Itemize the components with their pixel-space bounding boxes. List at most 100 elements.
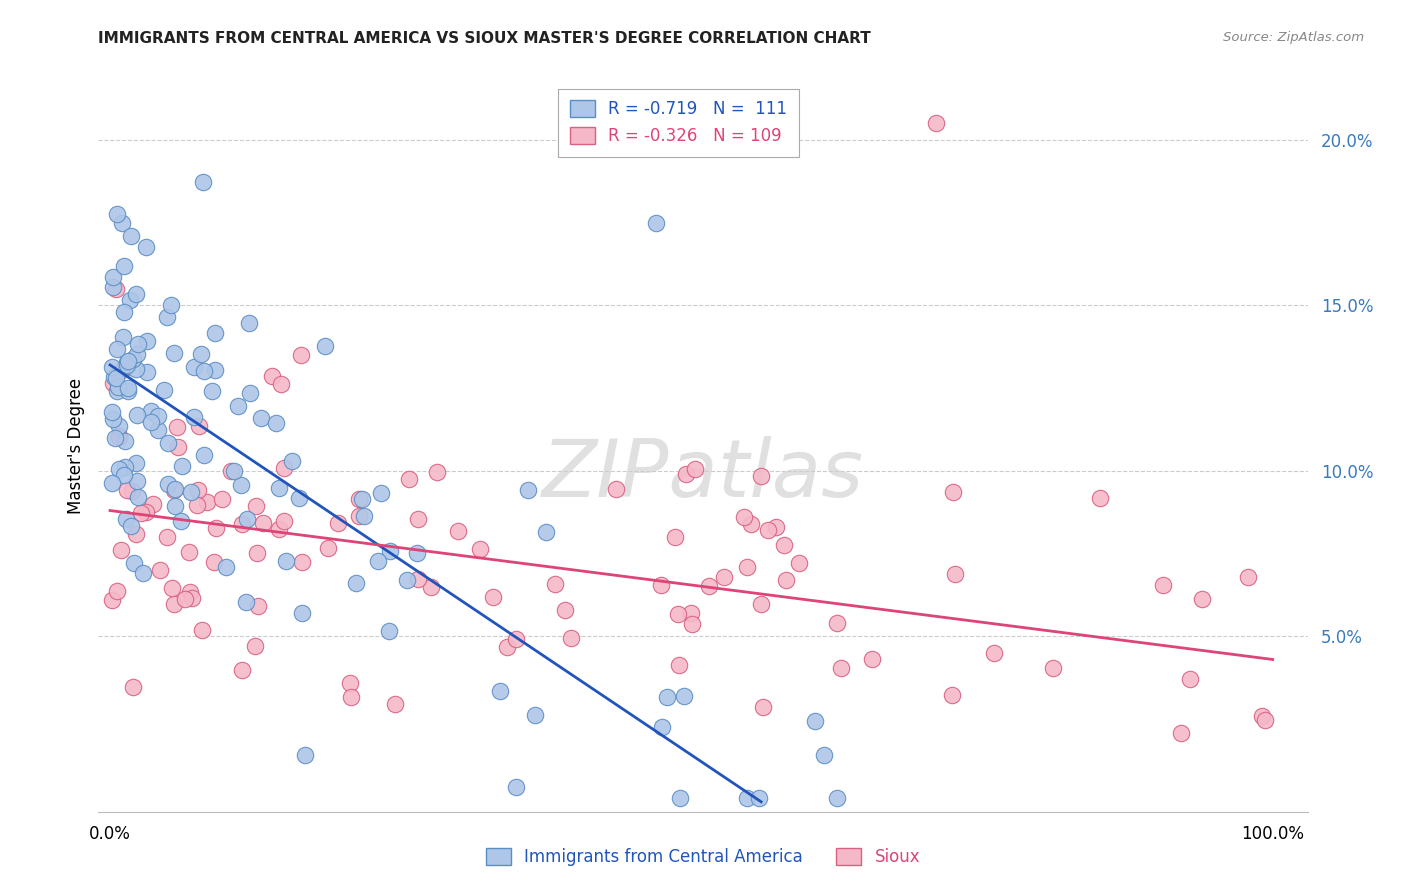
Point [804,714,827,729]
Point [135,365,157,379]
Point [243,639,266,653]
Point [405,546,427,560]
Point [188,419,211,434]
Point [124,287,146,301]
Point [294,747,316,762]
Point [1042,661,1064,675]
Point [127,408,149,422]
Point [112,467,135,482]
Point [105,342,128,356]
Point [221,465,243,479]
Point [101,412,124,426]
Point [135,334,157,348]
Point [290,348,312,362]
Point [162,582,184,596]
Point [1170,725,1192,739]
Point [231,517,253,532]
Point [291,555,314,569]
Point [191,623,214,637]
Point [560,631,582,645]
Point [813,748,835,763]
Point [107,462,129,476]
Point [132,566,155,580]
Point [669,791,692,805]
Point [114,460,136,475]
Point [830,661,852,675]
Point [101,376,124,390]
Point [270,377,292,392]
Point [121,351,143,366]
Point [112,361,135,376]
Point [226,399,249,413]
Point [117,384,139,398]
Point [523,708,546,723]
Point [108,429,131,443]
Point [170,514,193,528]
Point [231,663,253,677]
Point [281,454,304,468]
Point [110,542,132,557]
Point [426,465,449,479]
Point [117,381,139,395]
Point [273,460,295,475]
Point [247,599,270,613]
Point [101,405,124,419]
Point [347,508,370,523]
Point [737,560,759,574]
Point [117,354,139,368]
Point [765,519,787,533]
Point [751,597,773,611]
Y-axis label: Master's Degree: Master's Degree [66,378,84,514]
Point [127,475,149,489]
Point [105,584,128,599]
Point [645,216,668,230]
Point [202,555,225,569]
Point [122,680,145,694]
Point [314,338,336,352]
Point [367,554,389,568]
Point [142,497,165,511]
Point [179,545,201,559]
Point [772,538,794,552]
Point [166,440,188,454]
Point [235,595,257,609]
Point [398,473,420,487]
Point [651,720,673,734]
Point [505,632,527,646]
Point [193,364,215,378]
Point [120,229,142,244]
Point [713,570,735,584]
Point [344,575,367,590]
Point [749,469,772,483]
Point [115,359,138,373]
Point [378,544,401,558]
Point [103,370,125,384]
Point [156,310,179,324]
Point [125,347,148,361]
Point [370,486,392,500]
Point [121,484,143,499]
Point [157,476,180,491]
Point [101,593,124,607]
Point [657,690,679,704]
Point [163,483,186,498]
Point [135,240,157,254]
Point [250,411,273,425]
Point [748,791,770,805]
Point [544,577,567,591]
Point [740,517,762,532]
Point [117,358,139,372]
Point [105,371,128,385]
Point [269,522,291,536]
Point [274,554,297,568]
Point [924,116,946,130]
Point [141,404,163,418]
Legend: R = -0.719   N =  111, R = -0.326   N = 109: R = -0.719 N = 111, R = -0.326 N = 109 [558,88,799,157]
Point [1178,673,1201,687]
Legend: Immigrants from Central America, Sioux: Immigrants from Central America, Sioux [478,840,928,875]
Point [201,384,224,398]
Point [105,384,128,398]
Point [825,791,848,805]
Point [163,597,186,611]
Point [105,206,128,220]
